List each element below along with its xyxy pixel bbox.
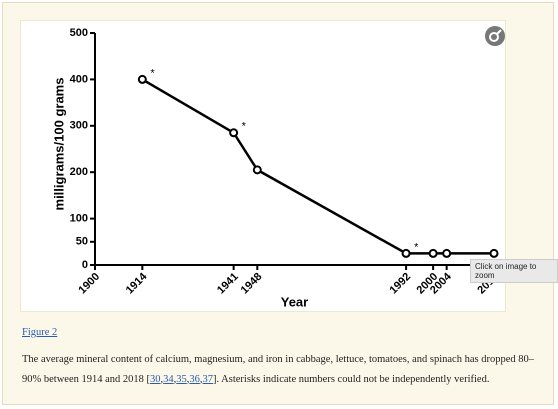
separator: , (160, 374, 164, 385)
reference-link[interactable]: 35 (176, 374, 187, 385)
figure-link[interactable]: Figure 2 (22, 327, 58, 338)
data-line (141, 78, 494, 255)
y-tick-label: 100 (70, 213, 88, 225)
separator: , (173, 374, 177, 385)
x-tick-label: 1914 (124, 270, 150, 296)
y-tick-label: 200 (70, 166, 88, 178)
y-tick-label: 50 (76, 236, 88, 248)
data-point (401, 248, 411, 258)
reference-link[interactable]: 30 (150, 374, 161, 385)
caption-text: The average mineral content of calcium, … (22, 354, 534, 385)
y-tick-label: 0 (82, 259, 88, 271)
x-tick-label: 1948 (239, 271, 265, 297)
x-tick-label: 1941 (215, 271, 241, 297)
annotation: * (414, 241, 419, 253)
data-point (428, 248, 438, 258)
x-axis-title: Year (281, 294, 308, 309)
reference-link[interactable]: 34 (163, 374, 174, 385)
y-tick-label: 400 (70, 73, 88, 85)
data-point (489, 248, 499, 258)
y-axis-title: milligrams/100 grams (51, 78, 66, 211)
separator: , (186, 374, 190, 385)
data-point (252, 165, 262, 175)
y-tick-label: 300 (70, 120, 88, 132)
reference-link[interactable]: 36 (189, 374, 200, 385)
data-point (137, 74, 147, 84)
x-tick-label: 1900 (76, 271, 102, 297)
caption-text: ]. Asterisks indicate numbers could not … (213, 374, 490, 385)
reference-link[interactable]: 37 (202, 374, 214, 385)
data-point (442, 248, 452, 258)
data-point (229, 128, 239, 138)
y-tick-label: 500 (70, 27, 88, 39)
zoom-icon[interactable] (485, 26, 505, 46)
annotation: * (242, 121, 247, 133)
separator: , (199, 374, 203, 385)
tooltip: Click on image to zoom (470, 259, 558, 283)
annotation: * (150, 67, 155, 79)
caption: The average mineral content of calcium, … (22, 350, 537, 390)
image-panel[interactable] (20, 20, 506, 312)
x-tick-label: 1992 (387, 271, 413, 297)
